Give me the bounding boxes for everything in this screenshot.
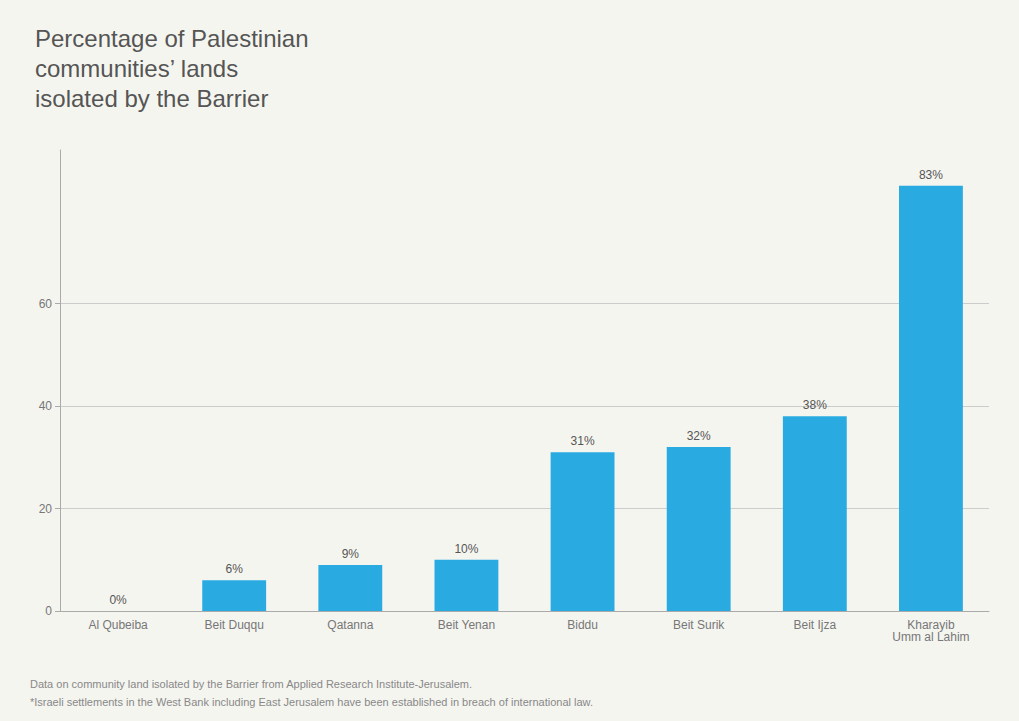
- svg-text:9%: 9%: [342, 547, 360, 561]
- svg-text:Percentage of Palestinian: Percentage of Palestinian: [35, 25, 309, 52]
- svg-text:Beit Yenan: Beit Yenan: [438, 618, 495, 632]
- svg-text:10%: 10%: [454, 542, 478, 556]
- svg-text:Al Qubeiba: Al Qubeiba: [88, 618, 148, 632]
- svg-text:Data on community land isolate: Data on community land isolated by the B…: [30, 678, 472, 690]
- svg-text:Biddu: Biddu: [567, 618, 598, 632]
- svg-text:32%: 32%: [687, 429, 711, 443]
- svg-text:Qatanna: Qatanna: [327, 618, 373, 632]
- svg-text:38%: 38%: [803, 398, 827, 412]
- svg-text:6%: 6%: [226, 562, 244, 576]
- svg-text:Umm al Lahim: Umm al Lahim: [892, 630, 969, 644]
- svg-text:83%: 83%: [919, 168, 943, 182]
- svg-text:isolated by the Barrier: isolated by the Barrier: [35, 85, 268, 112]
- svg-text:Beit Ijza: Beit Ijza: [793, 618, 836, 632]
- svg-text:Beit Surik: Beit Surik: [673, 618, 725, 632]
- svg-text:communities’ lands: communities’ lands: [35, 55, 238, 82]
- svg-text:31%: 31%: [571, 434, 595, 448]
- svg-text:Kharayib: Kharayib: [907, 618, 955, 632]
- svg-text:0: 0: [45, 604, 52, 618]
- svg-text:60: 60: [39, 297, 53, 311]
- svg-text:40: 40: [39, 399, 53, 413]
- svg-text:0%: 0%: [109, 593, 127, 607]
- svg-text:Beit Duqqu: Beit Duqqu: [205, 618, 264, 632]
- svg-text:20: 20: [39, 502, 53, 516]
- svg-text:*Israeli settlements in the We: *Israeli settlements in the West Bank in…: [30, 696, 593, 708]
